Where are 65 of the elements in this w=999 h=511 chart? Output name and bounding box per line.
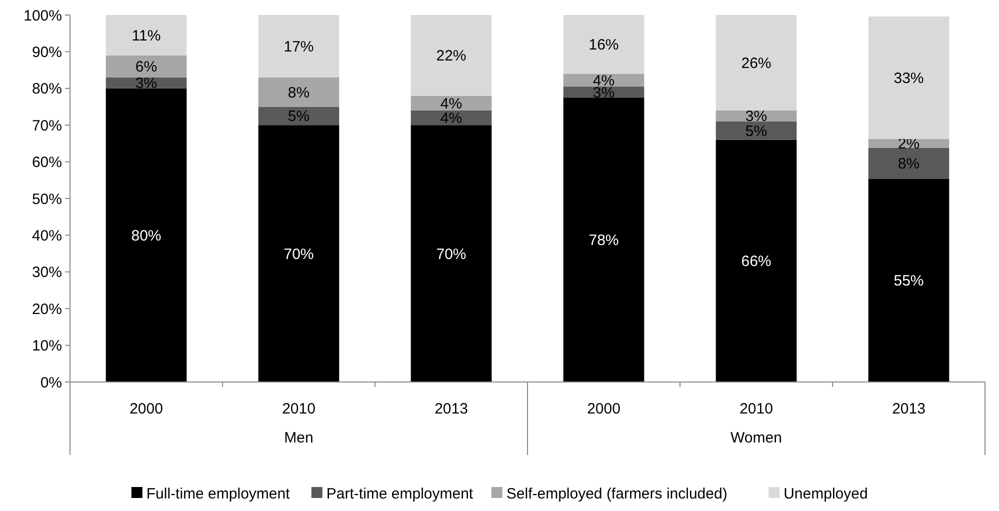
data-label: 78% xyxy=(588,232,619,250)
y-tick-label: 40% xyxy=(32,227,62,244)
y-tick-label: 10% xyxy=(32,338,62,355)
data-label: 8% xyxy=(288,84,310,102)
legend-label: Full-time employment xyxy=(146,485,291,502)
data-label: 26% xyxy=(741,54,772,72)
data-label: 55% xyxy=(894,272,924,290)
data-label: 3% xyxy=(745,108,768,126)
bar xyxy=(563,98,644,382)
bar xyxy=(410,125,492,382)
x-tick-label: 2013 xyxy=(892,400,926,418)
bar xyxy=(868,16,950,140)
legend-label: Unemployed xyxy=(784,485,868,502)
data-label: 3% xyxy=(135,75,158,92)
y-tick-label: 80% xyxy=(32,80,62,98)
data-label: 17% xyxy=(284,38,314,56)
data-label: 33% xyxy=(894,70,924,88)
bar xyxy=(106,88,187,382)
bar xyxy=(258,15,340,78)
bar xyxy=(868,178,950,382)
data-label: 4% xyxy=(440,110,462,128)
y-tick-label: 60% xyxy=(32,154,62,172)
y-tick-label: 30% xyxy=(32,264,62,282)
y-tick-label: 20% xyxy=(32,300,62,318)
data-label: 66% xyxy=(741,253,772,270)
data-label: 6% xyxy=(135,58,158,76)
bar xyxy=(563,74,644,87)
x-tick-label: 2010 xyxy=(282,400,316,418)
data-label: 3% xyxy=(592,84,615,102)
bar xyxy=(258,125,340,382)
data-label: 70% xyxy=(284,246,314,263)
data-label: 16% xyxy=(588,36,619,54)
bar xyxy=(716,15,797,110)
data-label: 22% xyxy=(436,48,466,65)
bar xyxy=(868,148,950,179)
bar xyxy=(410,15,492,96)
bar xyxy=(410,110,492,126)
text: Men xyxy=(284,429,314,446)
data-label: 4% xyxy=(440,95,462,112)
y-tick-label: 50% xyxy=(32,190,62,208)
bar xyxy=(563,15,644,74)
x-tick-label: 2000 xyxy=(130,400,163,418)
data-label: 5% xyxy=(745,122,768,140)
y-tick-label: 90% xyxy=(32,44,62,61)
bar xyxy=(716,121,797,140)
x-tick-label: 2010 xyxy=(740,400,773,418)
text: Women xyxy=(730,429,782,446)
y-tick-label: 0% xyxy=(40,374,62,392)
bar xyxy=(716,140,797,382)
data-label: 80% xyxy=(131,227,162,244)
data-label: 70% xyxy=(436,246,466,263)
legend-label: Self-employed (farmers included) xyxy=(506,485,728,502)
bar xyxy=(410,96,492,110)
x-tick-label: 2000 xyxy=(587,400,620,418)
bar xyxy=(106,15,187,56)
bar xyxy=(106,55,187,78)
legend-label: Part-time employment xyxy=(326,485,474,502)
data-label: 8% xyxy=(898,156,920,173)
data-label: 11% xyxy=(132,27,161,44)
bar xyxy=(258,77,340,107)
bar xyxy=(258,106,340,126)
y-tick-label: 100% xyxy=(24,7,62,24)
data-label: 5% xyxy=(288,108,310,126)
x-tick-label: 2013 xyxy=(434,400,468,418)
y-tick-label: 70% xyxy=(32,117,62,134)
